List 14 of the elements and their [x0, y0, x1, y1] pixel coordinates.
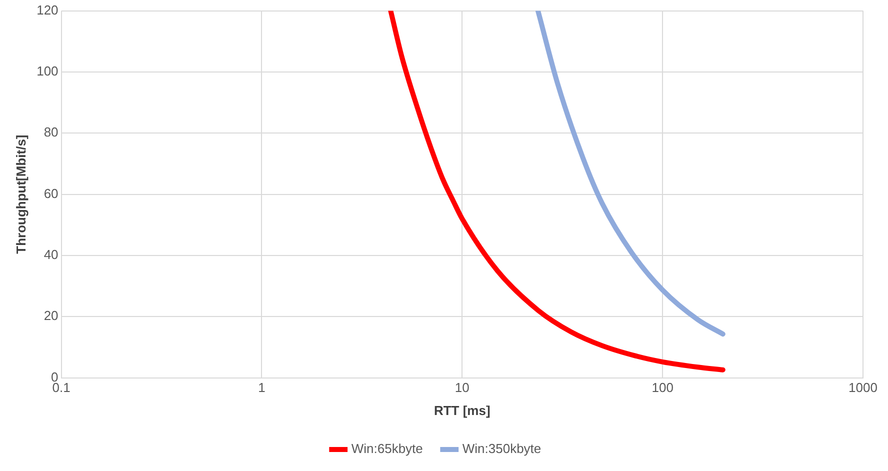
y-tick-label: 100 [36, 64, 58, 79]
x-tick-label: 1 [258, 380, 266, 396]
x-tick-label: 100 [652, 380, 674, 396]
y-tick-label: 40 [44, 247, 58, 262]
y-tick-label: 120 [36, 2, 58, 18]
y-axis-title: Throughput[Mbit/s] [13, 134, 28, 254]
x-tick-label: 1000 [848, 380, 878, 396]
x-axis-title: RTT [ms] [434, 402, 490, 418]
y-tick-label: 80 [44, 124, 58, 140]
y-tick-label: 20 [44, 308, 58, 324]
legend-label: Win:65kbyte [351, 441, 423, 456]
x-tick-label: 10 [454, 380, 470, 396]
y-tick-label: 60 [44, 186, 58, 201]
legend-label: Win:350kbyte [462, 441, 542, 456]
